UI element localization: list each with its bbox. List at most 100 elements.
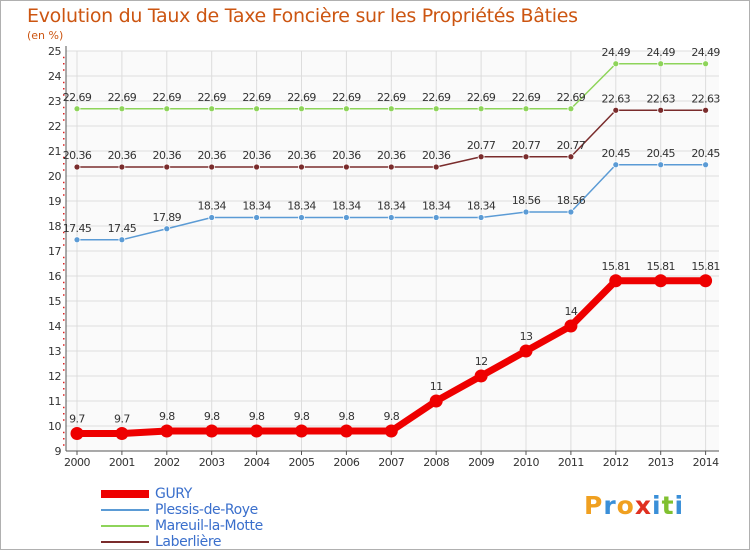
data-label: 24.49: [646, 46, 675, 59]
data-point: [699, 274, 713, 288]
data-point: [298, 214, 305, 221]
y-minor-tick: [63, 119, 65, 121]
data-label: 20.36: [242, 149, 271, 162]
data-label: 22.69: [197, 91, 226, 104]
x-tick-label: 2004: [244, 456, 270, 469]
data-label: 18.34: [332, 200, 361, 213]
x-tick-label: 2005: [289, 456, 315, 469]
data-label: 15.81: [691, 260, 720, 273]
logo-letter: P: [584, 491, 604, 520]
data-point: [118, 163, 126, 171]
logo-letter: i: [674, 491, 685, 520]
data-point: [429, 394, 443, 408]
y-minor-tick: [63, 319, 65, 321]
y-tick-label: 23: [48, 95, 61, 108]
legend-label: Plessis-de-Roye: [155, 501, 258, 518]
x-tick-label: 2002: [154, 456, 180, 469]
x-tick-label: 2003: [199, 456, 225, 469]
data-label: 17.45: [108, 222, 137, 235]
y-minor-tick: [63, 63, 65, 65]
y-minor-tick: [63, 194, 65, 196]
data-label: 9.8: [339, 410, 355, 423]
data-point: [163, 163, 171, 171]
data-point: [342, 214, 350, 221]
data-label: 22.63: [602, 92, 631, 105]
y-minor-tick: [63, 394, 65, 396]
y-minor-tick: [63, 106, 65, 109]
y-minor-tick: [63, 444, 65, 446]
y-minor-tick: [63, 281, 65, 284]
data-label: 22.69: [512, 91, 541, 104]
data-label: 20.36: [197, 149, 226, 162]
y-tick-label: 9: [55, 445, 62, 458]
data-point: [657, 60, 665, 68]
data-point: [387, 214, 395, 221]
legend-label: GURY: [155, 485, 192, 502]
data-label: 22.69: [287, 91, 316, 104]
data-point: [567, 105, 575, 113]
data-label: 20.77: [467, 139, 496, 152]
legend-swatch: [101, 509, 149, 511]
y-minor-tick: [63, 369, 65, 371]
data-point: [73, 163, 81, 171]
logo-letter: x: [634, 491, 652, 520]
y-minor-tick: [63, 156, 65, 159]
x-tick-label: 2001: [109, 456, 135, 469]
y-minor-tick: [63, 213, 65, 215]
legend-swatch: [101, 525, 149, 527]
x-tick-label: 2000: [64, 456, 90, 469]
x-tick-label: 2011: [558, 456, 584, 469]
y-minor-tick: [63, 144, 65, 146]
data-point: [519, 344, 533, 358]
y-minor-tick: [63, 338, 65, 340]
y-tick-label: 25: [48, 45, 61, 58]
data-point: [432, 163, 440, 171]
data-label: 22.69: [377, 91, 406, 104]
data-point: [612, 60, 620, 68]
data-point: [657, 106, 665, 114]
data-label: 22.69: [63, 91, 92, 104]
logo-letter: r: [603, 491, 617, 520]
data-point: [657, 161, 665, 169]
data-label: 22.69: [422, 91, 451, 104]
data-label: 9.8: [159, 410, 175, 423]
y-tick-label: 21: [48, 145, 61, 158]
data-label: 20.45: [646, 147, 675, 160]
y-tick-label: 14: [48, 320, 61, 333]
data-point: [160, 424, 174, 438]
y-minor-tick: [63, 294, 65, 296]
data-point: [250, 424, 264, 438]
y-minor-tick: [63, 138, 65, 140]
data-label: 20.36: [108, 149, 137, 162]
y-minor-tick: [63, 306, 65, 309]
legend-item: Laberlière: [101, 534, 263, 550]
y-tick-label: 12: [48, 370, 61, 383]
data-label: 20.36: [153, 149, 182, 162]
x-tick-label: 2013: [648, 456, 674, 469]
data-point: [73, 105, 81, 113]
data-point: [702, 161, 709, 169]
data-point: [342, 105, 350, 113]
proxiti-logo: Proxiti: [584, 491, 684, 520]
data-point: [564, 319, 578, 333]
data-label: 17.45: [63, 222, 92, 235]
legend-item: Plessis-de-Roye: [101, 502, 263, 518]
data-point: [522, 105, 530, 113]
data-label: 24.49: [691, 46, 720, 59]
y-minor-tick: [63, 163, 65, 165]
data-point: [298, 105, 305, 113]
data-label: 18.34: [197, 200, 226, 213]
y-minor-tick: [63, 244, 65, 246]
data-label: 15.81: [602, 260, 631, 273]
data-label: 20.45: [691, 147, 720, 160]
data-label: 9.8: [294, 410, 310, 423]
legend-label: Mareuil-la-Motte: [155, 517, 263, 534]
y-minor-tick: [63, 56, 65, 59]
logo-letter: t: [661, 491, 675, 520]
data-point: [477, 153, 485, 161]
data-label: 9.7: [69, 413, 85, 426]
data-point: [654, 274, 668, 288]
data-label: 9.8: [249, 410, 265, 423]
data-point: [702, 106, 709, 114]
